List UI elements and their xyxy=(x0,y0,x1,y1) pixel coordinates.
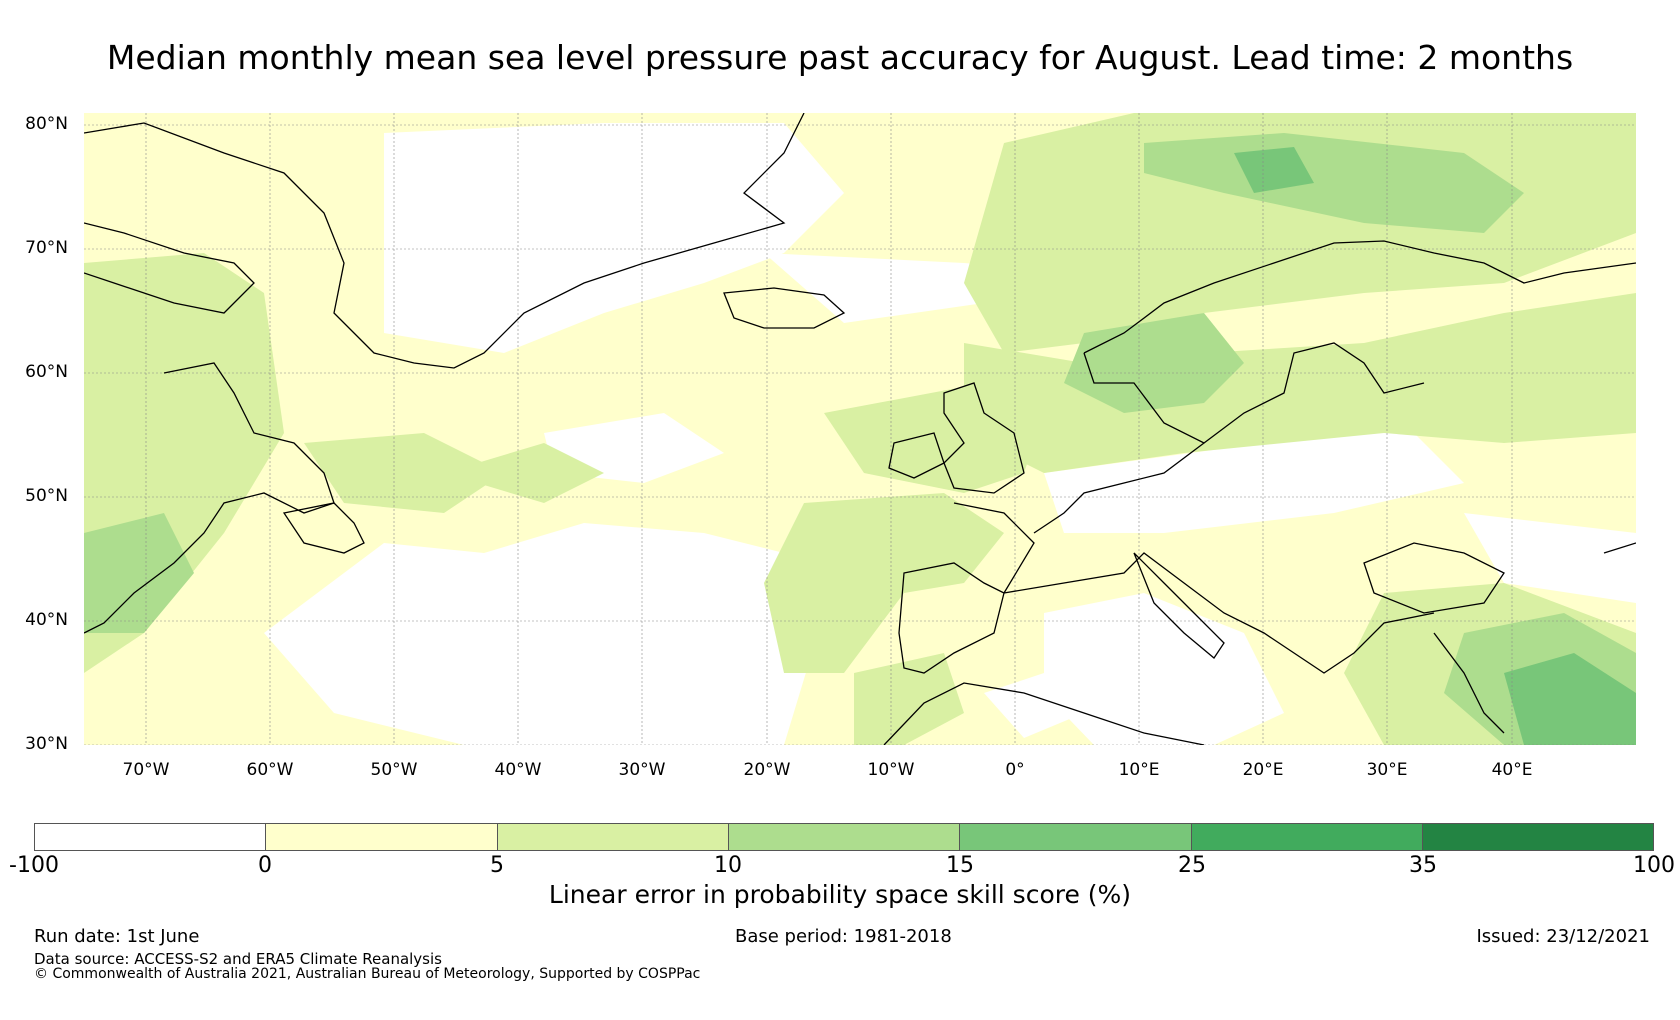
colorbar-tick-10: 10 xyxy=(714,853,742,878)
labrador-coast xyxy=(84,362,335,634)
colorbar-segment-0 xyxy=(35,824,267,850)
france-coast xyxy=(953,502,1035,594)
base-period: Base period: 1981-2018 xyxy=(735,926,952,947)
colorbar-tick-0: 0 xyxy=(258,853,272,878)
africa-coast xyxy=(883,682,1205,745)
newfoundland-coast xyxy=(282,502,365,554)
issued-date: Issued: 23/12/2021 xyxy=(1476,926,1650,947)
iceland-coast xyxy=(723,287,846,329)
middle-east-coast xyxy=(1433,632,1505,734)
greenland-coast xyxy=(84,113,805,369)
light-green-regions xyxy=(84,113,1636,745)
colorbar-segment-3 xyxy=(729,824,961,850)
colorbar-segment-4 xyxy=(960,824,1192,850)
white-regions xyxy=(264,123,1636,745)
lon-label-40w: 40°W xyxy=(494,760,542,780)
lat-label-40: 40°N xyxy=(25,610,68,630)
colorbar-segment-2 xyxy=(497,824,730,850)
lat-label-70: 70°N xyxy=(25,238,68,258)
skill-score-map xyxy=(84,113,1636,745)
baltic-coast xyxy=(1033,442,1205,534)
black-sea-coast xyxy=(1363,542,1505,614)
lon-label-10e: 10°E xyxy=(1118,760,1160,780)
copyright: © Commonwealth of Australia 2021, Austra… xyxy=(34,966,701,982)
coastlines xyxy=(84,113,1636,745)
norway-coast xyxy=(1083,240,1636,354)
lon-label-10w: 10°W xyxy=(867,760,915,780)
lon-label-70w: 70°W xyxy=(122,760,170,780)
colorbar-tick-35: 35 xyxy=(1409,853,1437,878)
graticule xyxy=(84,113,1636,745)
lon-label-0: 0° xyxy=(1005,760,1025,780)
colorbar-segment-1 xyxy=(266,824,498,850)
lat-label-30: 30°N xyxy=(25,734,68,754)
lon-label-20w: 20°W xyxy=(743,760,791,780)
lon-label-60w: 60°W xyxy=(246,760,294,780)
lon-label-30e: 30°E xyxy=(1366,760,1408,780)
lon-label-50w: 50°W xyxy=(370,760,418,780)
colorbar-tick-100: 100 xyxy=(1633,853,1675,878)
colorbar-label: Linear error in probability space skill … xyxy=(548,880,1132,909)
run-date: Run date: 1st June xyxy=(34,926,200,947)
lon-label-20e: 20°E xyxy=(1242,760,1284,780)
lat-label-60: 60°N xyxy=(25,362,68,382)
canada-coast xyxy=(84,222,255,314)
caspian-coast xyxy=(1603,542,1636,554)
darker-green-regions xyxy=(1234,147,1636,745)
lon-label-40e: 40°E xyxy=(1491,760,1533,780)
colorbar-tick--100: -100 xyxy=(9,853,59,878)
lat-label-50: 50°N xyxy=(25,486,68,506)
colorbar-tick-15: 15 xyxy=(946,853,974,878)
colorbar-tick-25: 25 xyxy=(1178,853,1206,878)
italy-coast xyxy=(1133,552,1225,659)
colorbar xyxy=(34,823,1654,851)
lon-label-30w: 30°W xyxy=(618,760,666,780)
colorbar-segment-6 xyxy=(1423,824,1653,850)
scandinavia-coast xyxy=(1083,342,1425,444)
iberia-coast xyxy=(898,562,1005,674)
colorbar-tick-5: 5 xyxy=(490,853,504,878)
lat-label-80: 80°N xyxy=(25,114,68,134)
mediterranean-north-coast xyxy=(1003,552,1435,674)
britain-coast xyxy=(943,382,1025,494)
map-title: Median monthly mean sea level pressure p… xyxy=(106,38,1574,77)
data-source: Data source: ACCESS-S2 and ERA5 Climate … xyxy=(34,950,442,968)
ireland-coast xyxy=(888,432,945,479)
colorbar-segment-5 xyxy=(1191,824,1424,850)
